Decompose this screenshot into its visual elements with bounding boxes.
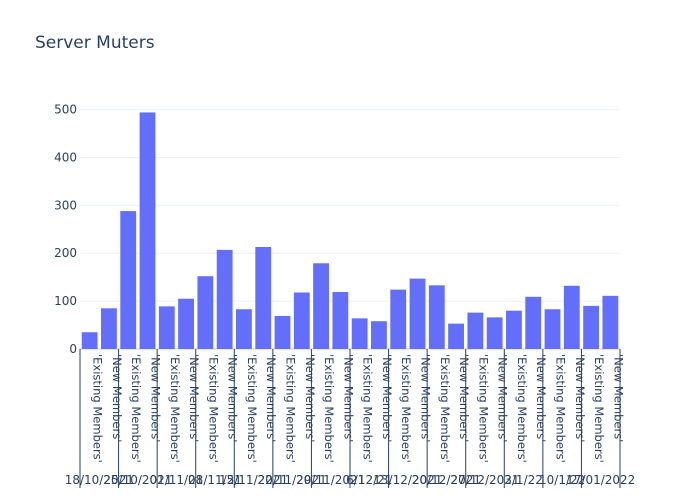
bar: [486, 317, 503, 349]
bar: [428, 285, 445, 349]
bar: [563, 285, 580, 349]
x-date-label: 3/1/22: [504, 473, 543, 487]
x-category-label: 'Existing Members': [592, 354, 606, 463]
y-tick-label: 300: [54, 198, 77, 212]
bar: [81, 332, 98, 349]
x-category-label: 'New Members': [264, 354, 278, 442]
bar: [544, 309, 561, 349]
bar: [236, 309, 252, 349]
x-category-label: 'New Members': [149, 354, 163, 442]
bar: [506, 310, 522, 349]
bar: [332, 292, 349, 349]
x-category-label: 'Existing Members': [168, 354, 182, 463]
y-tick-label: 500: [54, 103, 77, 117]
bar: [293, 292, 310, 349]
x-category-label: 'New Members': [534, 354, 548, 442]
x-category-label: 'New Members': [457, 354, 471, 442]
x-category-label: 'New Members': [187, 354, 201, 442]
bar: [120, 211, 137, 349]
bar: [197, 276, 214, 349]
x-category-label: 'Existing Members': [245, 354, 259, 463]
bar: [274, 315, 291, 349]
x-date-label: 10/1/22: [539, 473, 585, 487]
bar: [313, 263, 329, 349]
x-date-label: 6/12/21: [346, 473, 392, 487]
x-category-label: 'Existing Members': [476, 354, 490, 463]
bar: [467, 312, 484, 349]
x-category-label: 'Existing Members': [399, 354, 413, 463]
chart-title: Server Muters: [35, 33, 155, 53]
x-category-label: 'New Members': [611, 354, 625, 442]
y-tick-label: 100: [54, 294, 77, 308]
x-date-label: 22/11/2021: [258, 473, 327, 487]
x-date-label: 29/11/2021: [296, 473, 365, 487]
x-date-label: 27/12/2021: [450, 473, 519, 487]
x-category-label: 'Existing Members': [438, 354, 452, 463]
bar: [101, 308, 117, 349]
bar: [158, 306, 175, 349]
bar: [351, 318, 368, 349]
y-tick-label: 200: [54, 246, 77, 260]
x-category-label: 'New Members': [226, 354, 240, 442]
bar: [139, 112, 156, 349]
x-category-label: 'Existing Members': [284, 354, 298, 463]
x-category-label: 'New Members': [380, 354, 394, 442]
bar: [216, 249, 233, 349]
x-category-label: 'New Members': [419, 354, 433, 442]
bar: [255, 247, 272, 349]
y-tick-label: 0: [69, 342, 77, 356]
bar: [448, 323, 464, 349]
y-tick-label: 400: [54, 150, 77, 164]
bar: [583, 305, 599, 349]
x-category-label: 'New Members': [110, 354, 124, 442]
bar: [178, 298, 194, 349]
x-category-label: 'Existing Members': [515, 354, 529, 463]
bar: [409, 278, 426, 349]
x-category-label: 'Existing Members': [554, 354, 568, 463]
x-category-label: 'Existing Members': [206, 354, 220, 463]
x-date-label: 01/11/21: [149, 473, 203, 487]
x-category-label: 'New Members': [573, 354, 587, 442]
x-date-label: 15/11/2021: [219, 473, 288, 487]
bar: [525, 296, 542, 349]
x-date-label: 18/10/2021: [65, 473, 134, 487]
x-category-label: 'New Members': [496, 354, 510, 442]
x-category-label: 'Existing Members': [322, 354, 336, 463]
x-category-label: 'New Members': [303, 354, 317, 442]
x-category-label: 'Existing Members': [91, 354, 105, 463]
x-category-label: 'New Members': [341, 354, 355, 442]
x-category-label: 'Existing Members': [361, 354, 375, 463]
x-date-label: 17/01/2022: [566, 473, 635, 487]
bar: [371, 321, 387, 349]
bar: [602, 295, 619, 349]
x-date-label: 20/12/2021: [412, 473, 481, 487]
x-date-label: 13/12/2021: [373, 473, 442, 487]
x-category-label: 'Existing Members': [129, 354, 143, 463]
x-date-label: 08/11/21: [188, 473, 242, 487]
bar: [390, 289, 407, 349]
x-date-label: 25/10/2021: [103, 473, 172, 487]
